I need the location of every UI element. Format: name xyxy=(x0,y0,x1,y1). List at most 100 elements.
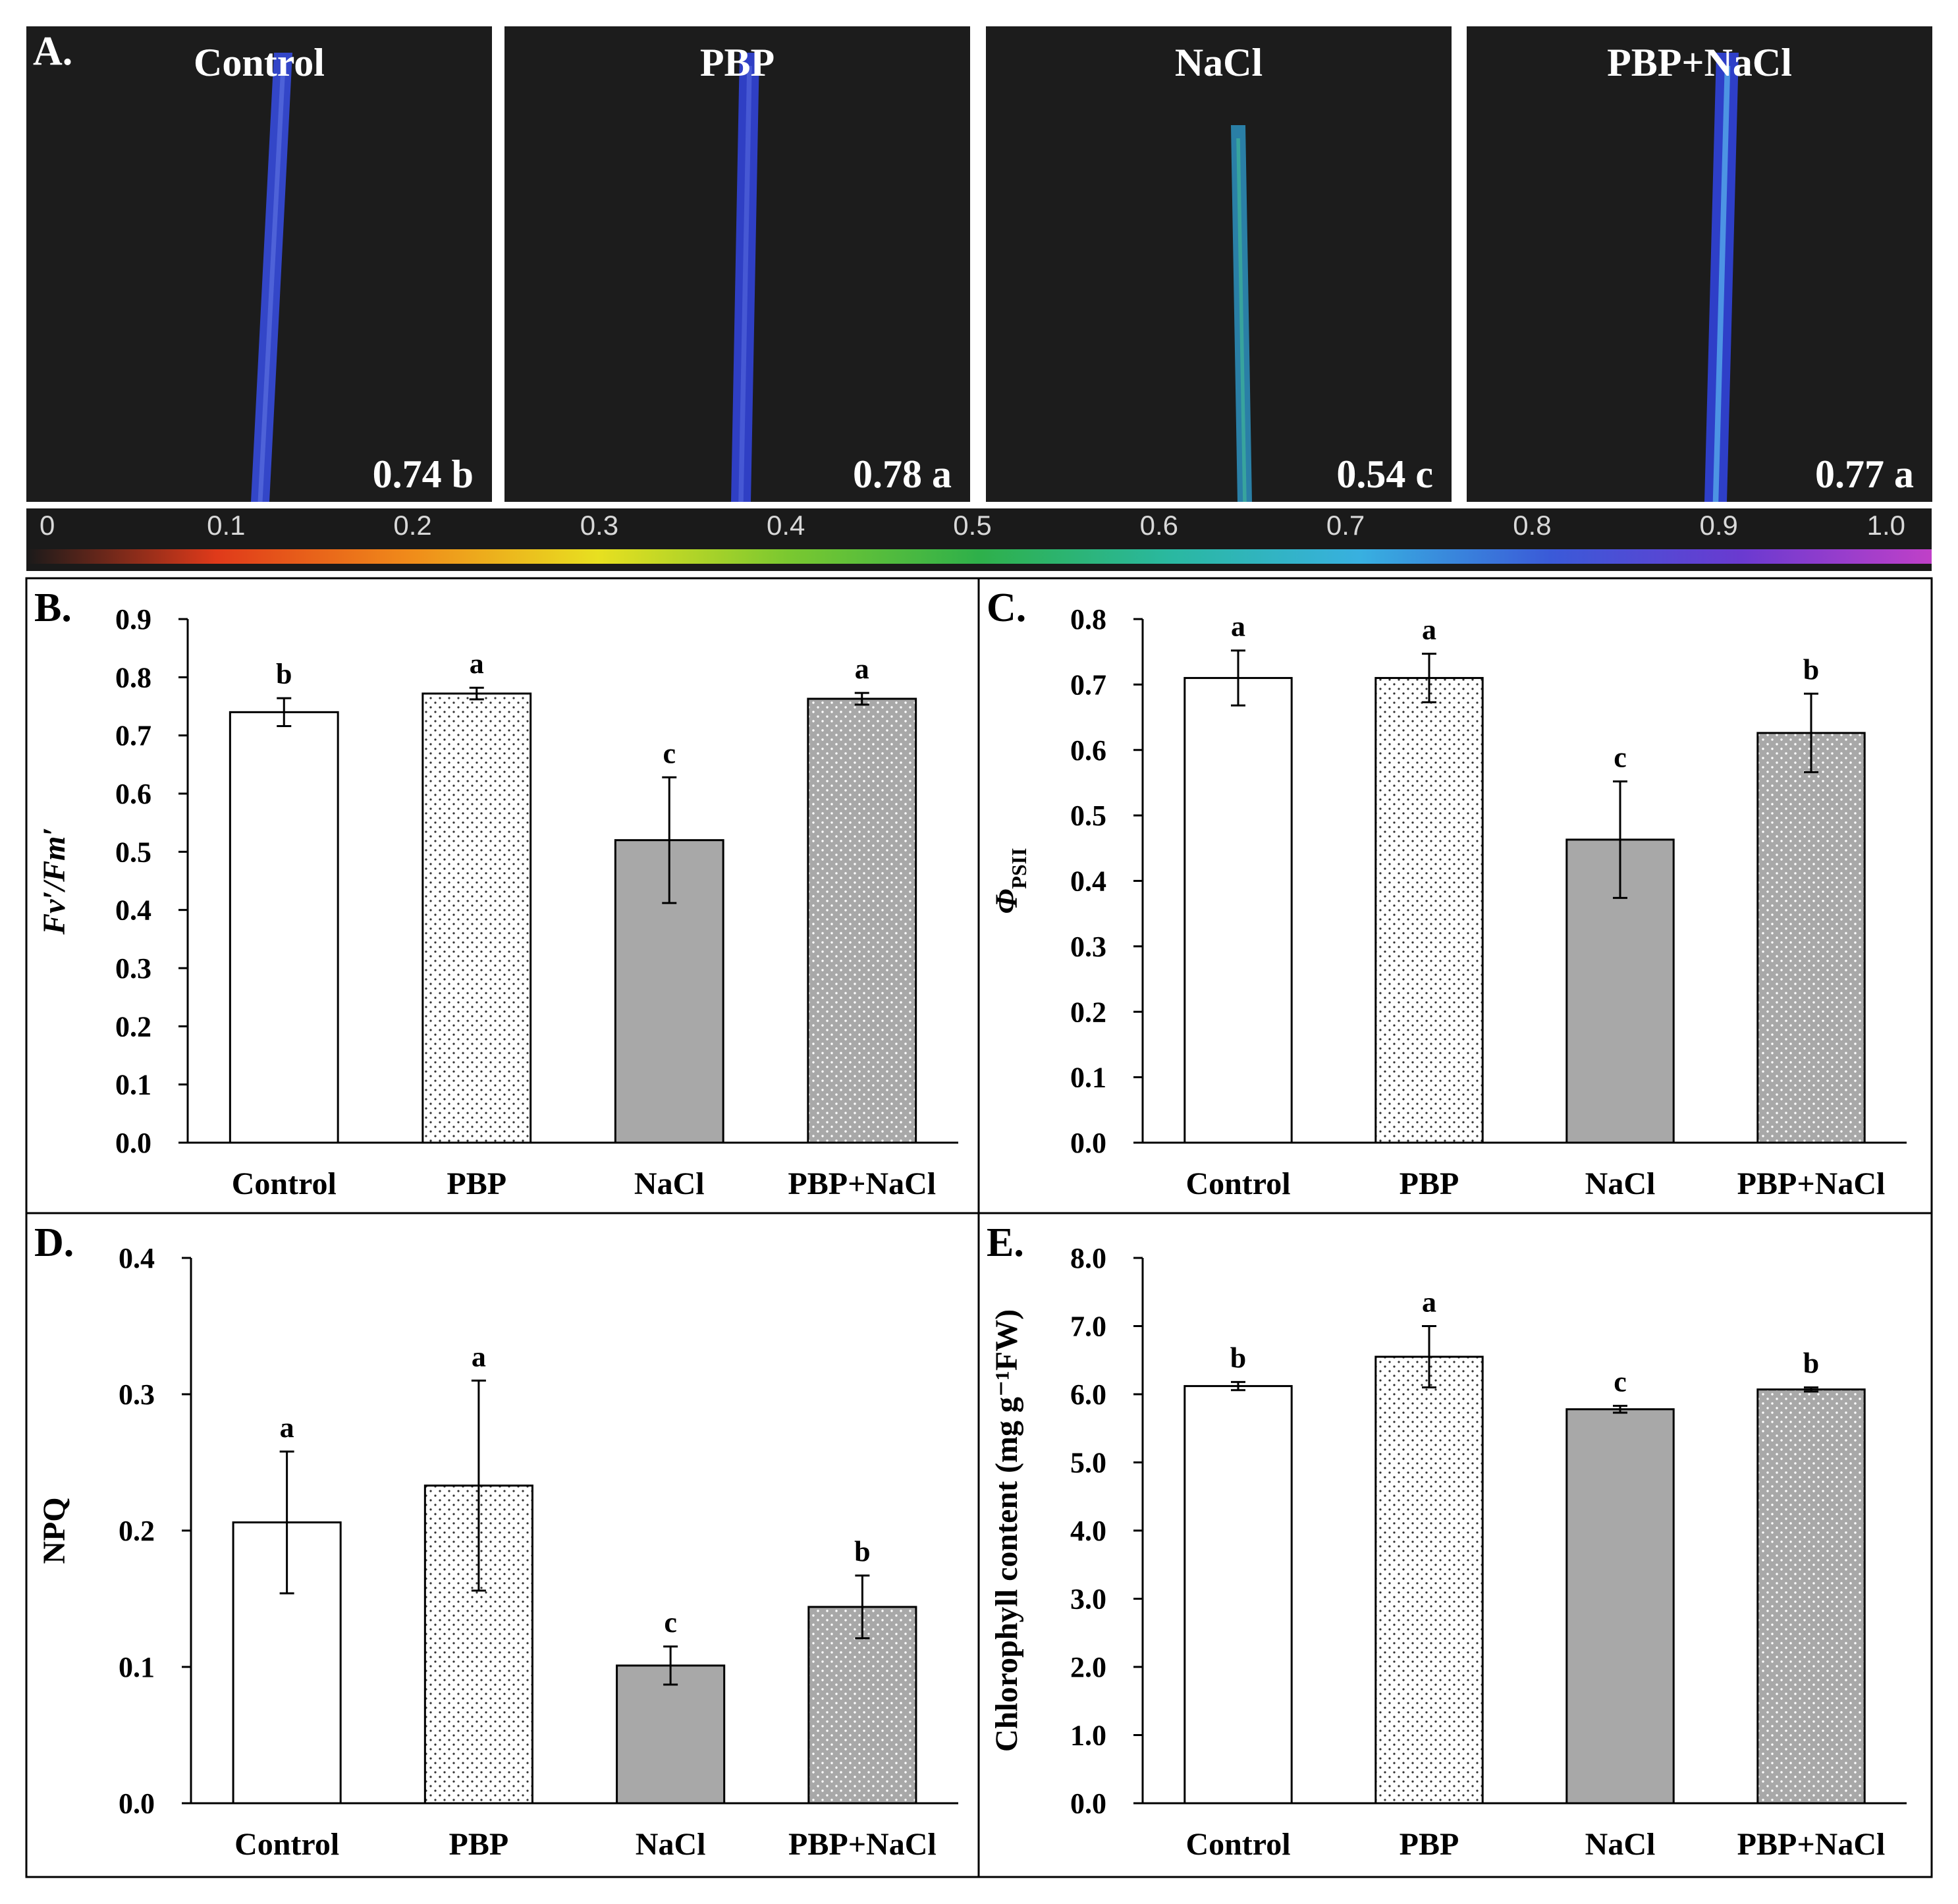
y-tick-label: 0.1 xyxy=(1070,1062,1106,1094)
panel-a-letter: A. xyxy=(33,29,72,74)
y-axis-label: ΦPSII xyxy=(989,848,1031,913)
x-category-label: PBP xyxy=(447,1166,506,1201)
y-tick-label: 0.4 xyxy=(119,1242,155,1274)
significance-letter: a xyxy=(280,1411,294,1444)
y-tick-label: 0.3 xyxy=(119,1378,155,1411)
y-tick-label: 0.7 xyxy=(1070,668,1106,701)
panel-a-images: Control 0.74 b PBP 0.78 a NaCl 0.54 c PBP+NaCl… xyxy=(26,26,1932,503)
colorbar-tick-label: 0 xyxy=(40,510,55,541)
bar xyxy=(1756,1388,1866,1805)
x-category-label: Control xyxy=(234,1827,339,1862)
y-axis-label-subscript: PSII xyxy=(1007,848,1031,888)
leaf-highlight xyxy=(1712,65,1731,503)
bar xyxy=(807,1606,917,1805)
y-tick-label: 6.0 xyxy=(1070,1378,1106,1411)
chart-chlorophyll: E. 0.0 1.0 2.0 3.0 4.0 5.0 6.0 7.0 8.0 Chlorophyll… xyxy=(987,1220,1907,1862)
y-tick-label: 1.0 xyxy=(1070,1720,1106,1752)
bar xyxy=(1183,676,1293,1144)
significance-letter: b xyxy=(1803,653,1819,686)
fluorescence-image xyxy=(1467,26,1932,502)
y-tick-label: 0.7 xyxy=(115,720,151,752)
y-tick-label: 0.0 xyxy=(115,1127,151,1159)
x-category-label: NaCl xyxy=(634,1166,705,1201)
x-category-label: PBP+NaCl xyxy=(1737,1166,1886,1201)
colorbar-tick-label: 0.9 xyxy=(1700,510,1738,541)
significance-letter: a xyxy=(855,653,869,685)
bar xyxy=(229,711,339,1144)
significance-letter: c xyxy=(1614,1366,1627,1398)
bar xyxy=(422,692,532,1144)
x-category-label: PBP+NaCl xyxy=(788,1166,936,1201)
x-category-label: PBP xyxy=(1400,1166,1459,1201)
x-category-label: PBP+NaCl xyxy=(788,1827,937,1862)
x-category-label: NaCl xyxy=(1585,1827,1656,1862)
y-axis-label: Fv′/Fm′ xyxy=(37,827,72,935)
y-tick-label: 4.0 xyxy=(1070,1515,1106,1547)
image-title: PBP xyxy=(700,41,775,84)
bar xyxy=(616,1664,726,1805)
y-tick-label: 0.9 xyxy=(115,603,151,636)
bar xyxy=(1183,1385,1293,1805)
colorbar-tick-label: 0.1 xyxy=(207,510,245,541)
colorbar-tick-label: 0.5 xyxy=(953,510,991,541)
bar xyxy=(1565,1408,1675,1805)
y-tick-label: 0.5 xyxy=(115,836,151,868)
y-tick-label: 0.4 xyxy=(115,894,151,927)
fluorescence-colorbar: 0 0.1 0.2 0.3 0.4 0.5 0.6 0.7 0.8 0.9 1.0 xyxy=(26,508,1932,571)
y-tick-label: 0.4 xyxy=(1070,865,1106,898)
chart-npq: D. 0.0 0.1 0.2 0.3 0.4 NPQ a Control a PBP c NaCl b PB… xyxy=(34,1220,958,1862)
image-value-label: 0.78 a xyxy=(853,452,952,496)
significance-letter: c xyxy=(664,1606,677,1639)
significance-letter: a xyxy=(1231,611,1245,643)
y-tick-label: 0.2 xyxy=(119,1515,155,1547)
significance-letter: b xyxy=(854,1535,870,1567)
chart-fv-fm: B. 0.0 0.1 0.2 0.3 0.4 0.5 0.6 0.7 0.8 0.9 Fv′/Fm′ b… xyxy=(34,585,958,1201)
y-axis-label: NPQ xyxy=(37,1497,72,1564)
leaf-highlight xyxy=(738,65,752,503)
x-category-label: PBP xyxy=(449,1827,509,1862)
bar xyxy=(807,697,917,1144)
y-axis-label: Chlorophyll content (mg g⁻¹FW) xyxy=(989,1309,1024,1752)
y-tick-label: 8.0 xyxy=(1070,1242,1106,1274)
y-tick-label: 0.1 xyxy=(115,1069,151,1101)
significance-letter: a xyxy=(1422,614,1436,646)
panel-letter: E. xyxy=(987,1220,1024,1265)
colorbar-tick-label: 0.8 xyxy=(1513,510,1551,541)
colorbar-gradient xyxy=(26,549,1932,564)
colorbar-tick-label: 0.6 xyxy=(1140,510,1178,541)
panel-letter: B. xyxy=(34,585,72,630)
bar xyxy=(1374,676,1484,1144)
y-tick-label: 0.3 xyxy=(115,952,151,985)
y-tick-label: 3.0 xyxy=(1070,1583,1106,1616)
y-tick-label: 0.0 xyxy=(1070,1787,1106,1820)
significance-letter: b xyxy=(1803,1347,1819,1380)
colorbar-tick-label: 0.4 xyxy=(767,510,805,541)
y-tick-label: 2.0 xyxy=(1070,1651,1106,1683)
y-tick-label: 0.0 xyxy=(119,1787,155,1820)
panel-letter: D. xyxy=(34,1220,74,1265)
x-category-label: NaCl xyxy=(1585,1166,1656,1201)
x-category-label: Control xyxy=(1185,1166,1290,1201)
significance-letter: a xyxy=(470,647,484,680)
image-value-label: 0.77 a xyxy=(1815,452,1914,496)
leaf-highlight xyxy=(258,65,286,503)
significance-letter: a xyxy=(472,1340,486,1373)
y-tick-label: 5.0 xyxy=(1070,1447,1106,1479)
fluorescence-image xyxy=(986,26,1452,502)
y-tick-label: 0.2 xyxy=(115,1010,151,1043)
y-tick-label: 0.2 xyxy=(1070,996,1106,1028)
image-title: PBP+NaCl xyxy=(1607,41,1792,84)
panel-letter: C. xyxy=(987,585,1026,630)
bar xyxy=(1374,1355,1484,1805)
y-tick-label: 0.3 xyxy=(1070,931,1106,963)
y-tick-label: 0.0 xyxy=(1070,1127,1106,1159)
x-category-label: Control xyxy=(232,1166,337,1201)
bar xyxy=(1756,732,1866,1144)
bar xyxy=(232,1521,342,1805)
y-tick-label: 0.8 xyxy=(1070,603,1106,636)
colorbar-tick-label: 0.7 xyxy=(1326,510,1365,541)
x-category-label: PBP xyxy=(1400,1827,1459,1862)
chart-phi-psii: C. 0.0 0.1 0.2 0.3 0.4 0.5 0.6 0.7 0.8 ΦPSII a Contr… xyxy=(987,585,1907,1201)
significance-letter: a xyxy=(1422,1286,1436,1319)
